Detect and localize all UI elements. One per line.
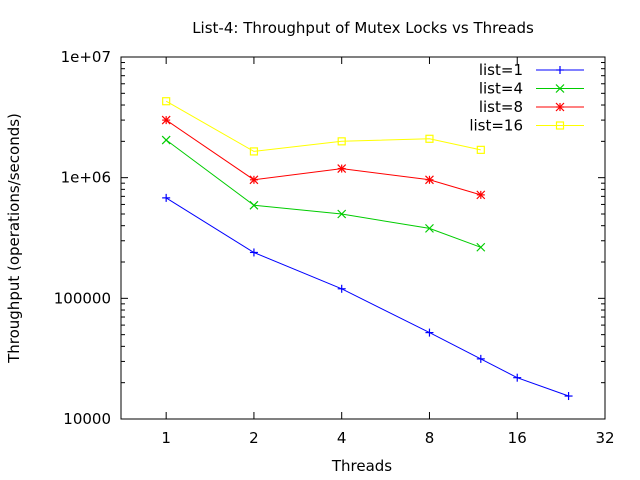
series-line — [165, 100, 481, 152]
y-tick-label: 10000 — [63, 410, 111, 428]
data-point — [425, 175, 434, 185]
data-point — [249, 147, 259, 156]
data-point — [555, 121, 565, 130]
series-list-1 — [162, 193, 573, 401]
series-line — [165, 139, 481, 248]
plot-frame — [120, 56, 606, 420]
legend-entry: list=16 — [469, 117, 584, 135]
data-point — [555, 102, 565, 112]
x-tick-label: 1 — [161, 429, 171, 447]
data-point — [476, 190, 486, 200]
data-point — [337, 284, 346, 293]
x-tick-label: 16 — [508, 429, 527, 447]
legend-entry: list=8 — [479, 98, 584, 116]
data-point — [425, 328, 434, 337]
y-tick-label: 100000 — [54, 289, 111, 307]
data-point — [476, 242, 486, 252]
y-axis-label: Throughput (operations/seconds) — [5, 113, 23, 364]
chart-title: List-4: Throughput of Mutex Locks vs Thr… — [192, 19, 534, 37]
data-point — [425, 223, 434, 233]
data-point — [162, 193, 171, 202]
series-list-4 — [161, 135, 486, 252]
x-tick-label: 4 — [337, 429, 347, 447]
x-axis-label: Threads — [331, 457, 392, 475]
data-point — [249, 248, 258, 257]
series-list-8 — [161, 115, 486, 200]
data-point — [162, 97, 171, 106]
series-line — [165, 197, 569, 397]
legend-entry: list=4 — [479, 80, 584, 98]
x-tick-label: 32 — [595, 429, 614, 447]
legend-label: list=8 — [479, 98, 523, 116]
data-point — [337, 164, 347, 173]
data-point — [337, 137, 346, 146]
y-tick-label: 1e+06 — [61, 169, 111, 187]
data-point — [337, 209, 347, 219]
y-tick-label: 1e+07 — [61, 48, 111, 66]
legend-entry: list=1 — [479, 61, 584, 79]
legend-label: list=16 — [469, 117, 523, 135]
data-point — [161, 115, 171, 125]
data-point — [249, 200, 259, 210]
data-point — [476, 145, 485, 154]
data-point — [556, 66, 564, 74]
data-point — [425, 134, 434, 143]
data-point — [564, 392, 573, 401]
data-point — [513, 373, 522, 382]
x-tick-label: 2 — [249, 429, 259, 447]
legend-label: list=1 — [479, 61, 523, 79]
data-point — [555, 84, 565, 93]
series-line — [165, 119, 481, 196]
legend-label: list=4 — [479, 80, 523, 98]
data-point — [249, 175, 259, 185]
data-point — [161, 135, 171, 145]
x-tick-label: 8 — [425, 429, 435, 447]
series-list-16 — [162, 97, 485, 156]
data-point — [476, 354, 485, 363]
